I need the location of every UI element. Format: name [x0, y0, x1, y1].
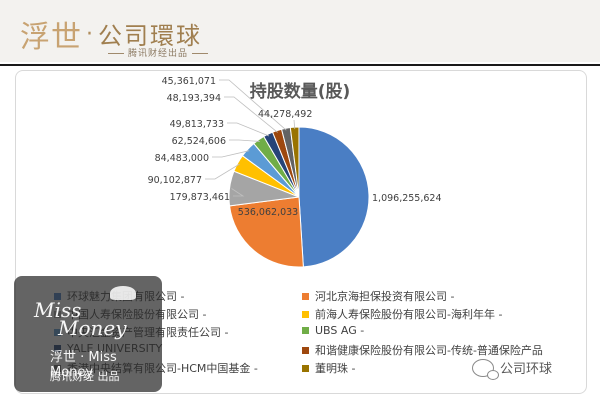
hat-icon: [110, 286, 136, 300]
pie-slice: [229, 196, 304, 268]
legend-item: 和谐健康保险股份有限公司-传统-普通保险产品: [302, 342, 543, 358]
legend-label: 前海人寿保险股份有限公司-海利年年 -: [315, 308, 503, 321]
data-label: 84,483,000: [155, 153, 209, 164]
header-divider: [0, 64, 600, 66]
pie-slice: [298, 126, 370, 268]
legend-item: 董明珠 -: [302, 360, 355, 376]
data-label: 90,102,877: [148, 175, 202, 186]
brand-separator-dot: ·: [86, 22, 93, 47]
data-label: 45,361,071: [162, 76, 216, 87]
legend-swatch: [302, 292, 309, 300]
label-leader-line: [224, 96, 278, 133]
data-label: 536,062,033: [238, 207, 298, 218]
miss-money-watermark: Miss Money 浮世 · Miss Money 腾讯财经 出品: [14, 276, 162, 392]
watermark-publisher: 腾讯财经 出品: [50, 370, 120, 383]
legend-label: 河北京海担保投资有限公司 -: [315, 290, 455, 303]
brand-script-logo: 浮世: [20, 20, 82, 55]
wechat-account-badge: 公司环球: [472, 358, 553, 380]
brand-subtitle: 腾讯财经出品: [104, 46, 212, 59]
data-label: 1,096,255,624: [372, 193, 442, 204]
label-leader-line: [212, 150, 250, 158]
label-leader-line: [219, 79, 287, 131]
label-leader-line: [293, 119, 296, 130]
legend-swatch: [302, 364, 309, 372]
legend-swatch: [302, 310, 309, 318]
legend-label: UBS AG -: [315, 324, 365, 337]
label-leader-line: [205, 163, 240, 180]
watermark-script-line1: Miss: [34, 298, 82, 322]
legend-swatch: [302, 327, 309, 334]
wechat-account-name: 公司环球: [500, 362, 553, 377]
legend-label: 董明珠 -: [315, 362, 356, 375]
brand-header: 浮世 · 公司環球 腾讯财经出品: [0, 0, 600, 62]
data-label: 62,524,606: [172, 136, 226, 147]
legend-item: UBS AG -: [302, 324, 364, 337]
legend-item: 河北京海担保投资有限公司 -: [302, 288, 454, 304]
legend-label: 和谐健康保险股份有限公司-传统-普通保险产品: [315, 344, 543, 357]
wechat-icon: [472, 358, 499, 380]
chart-title: 持股数量(股): [249, 82, 351, 102]
label-leader-line: [227, 122, 270, 137]
watermark-brand: 浮世 · Miss Money: [50, 350, 117, 380]
label-leader-line: [231, 188, 245, 197]
data-label: 49,813,733: [170, 119, 224, 130]
data-label: 179,873,461: [170, 192, 230, 203]
legend-swatch: [302, 346, 309, 354]
label-leader-line: [229, 139, 260, 142]
legend-item: 前海人寿保险股份有限公司-海利年年 -: [302, 306, 502, 322]
data-label: 44,278,492: [258, 109, 312, 120]
data-label: 48,193,394: [167, 93, 221, 104]
watermark-script-line2: Money: [58, 316, 127, 340]
